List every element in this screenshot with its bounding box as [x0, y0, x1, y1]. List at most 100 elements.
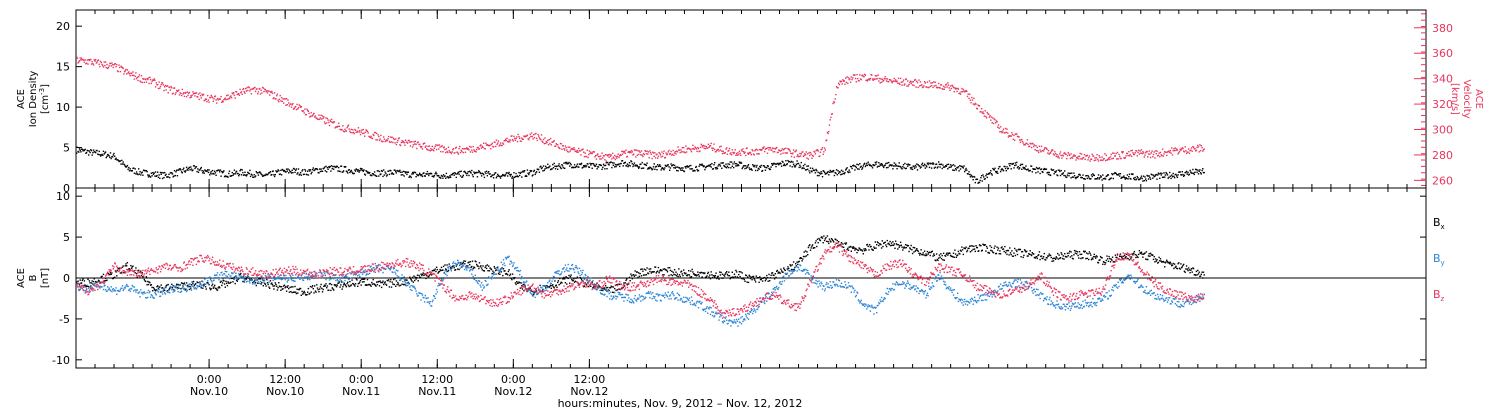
data-point-velocity [407, 142, 409, 144]
data-point-bx [1002, 248, 1005, 250]
data-point-density [159, 171, 162, 174]
data-point-velocity [921, 84, 923, 86]
data-point-velocity [395, 138, 397, 140]
data-point-velocity [416, 147, 418, 150]
data-point-velocity [535, 132, 537, 135]
data-point-bx [913, 251, 915, 253]
data-point-density [395, 170, 397, 173]
data-point-by [128, 289, 130, 291]
data-point-bx [166, 284, 168, 286]
data-point-velocity [568, 151, 570, 153]
data-point-bx [604, 285, 607, 287]
data-point-density [545, 165, 547, 168]
data-point-bx [403, 283, 405, 286]
data-point-bx [490, 268, 492, 270]
data-point-bx [1079, 253, 1081, 256]
data-point-density [130, 170, 133, 172]
data-point-velocity [257, 91, 260, 93]
data-point-density [112, 154, 114, 156]
data-point-velocity [434, 145, 436, 148]
data-point-bx [975, 245, 977, 247]
data-point-density [495, 177, 498, 179]
data-point-velocity [1200, 145, 1202, 147]
data-point-by [100, 286, 102, 288]
data-point-bx [823, 235, 825, 237]
data-point-density [620, 162, 622, 165]
data-point-density [194, 167, 196, 170]
data-point-density [1134, 176, 1136, 179]
data-point-density [685, 167, 687, 169]
data-point-bx [1024, 250, 1026, 252]
data-point-bx [310, 291, 312, 293]
data-point-bx [816, 238, 819, 240]
data-point-density [946, 163, 948, 166]
data-point-density [135, 171, 138, 173]
data-point-density [257, 174, 260, 176]
data-point-velocity [334, 127, 336, 129]
data-point-velocity [573, 147, 575, 149]
data-point-bx [897, 244, 900, 246]
data-point-bx [243, 281, 245, 283]
data-point-density [959, 165, 961, 167]
data-point-velocity [621, 153, 624, 155]
data-point-bx [891, 244, 893, 246]
data-point-density [220, 175, 222, 177]
data-point-bx [915, 249, 917, 251]
data-point-velocity [1201, 146, 1203, 149]
data-point-velocity [447, 151, 449, 154]
data-point-velocity [1111, 158, 1113, 160]
data-point-bx [1054, 257, 1056, 259]
data-point-velocity [762, 147, 764, 149]
data-point-density [1171, 176, 1174, 178]
data-point-velocity [645, 150, 647, 152]
data-point-bx [1100, 257, 1102, 259]
data-point-density [1168, 176, 1170, 178]
data-point-bx [349, 285, 352, 287]
data-point-bx [146, 284, 148, 286]
velocity-tick-label: 360 [1432, 47, 1453, 60]
data-point-velocity [559, 147, 561, 150]
data-point-density [204, 170, 207, 172]
data-point-density [357, 170, 359, 172]
data-point-velocity [668, 149, 670, 152]
data-point-velocity [123, 73, 125, 75]
data-point-velocity [375, 139, 377, 141]
data-point-by [138, 291, 141, 293]
data-point-velocity [514, 137, 516, 140]
data-point-bx [751, 279, 753, 281]
data-point-bx [203, 284, 205, 286]
data-point-bx [221, 284, 223, 287]
data-point-density [1123, 176, 1126, 179]
data-point-bx [1080, 253, 1083, 255]
data-point-bx [358, 282, 360, 284]
data-point-density [997, 168, 1000, 170]
data-point-bx [1135, 254, 1138, 256]
data-point-velocity [597, 153, 599, 155]
data-point-bx [565, 276, 567, 278]
data-point-density [940, 163, 943, 165]
data-point-by [138, 292, 140, 294]
data-point-velocity [976, 108, 979, 110]
data-point-velocity [956, 90, 958, 93]
data-point-bx [433, 269, 436, 272]
data-point-bx [1035, 256, 1037, 258]
data-point-velocity [136, 76, 138, 78]
data-point-velocity [163, 89, 165, 92]
data-point-bx [706, 275, 708, 277]
data-point-bx [898, 246, 900, 248]
data-point-bx [304, 294, 307, 296]
data-point-velocity [341, 129, 343, 131]
data-point-bx [322, 288, 324, 291]
data-point-velocity [949, 89, 951, 91]
data-point-velocity [530, 132, 533, 134]
data-point-bx [1199, 275, 1201, 278]
data-point-bx [181, 282, 183, 285]
data-point-velocity [834, 98, 836, 100]
data-point-bx [88, 280, 91, 282]
data-point-by [86, 284, 88, 287]
data-point-velocity [280, 96, 283, 99]
data-point-bx [262, 285, 264, 287]
data-point-density [85, 151, 88, 154]
data-point-density [302, 169, 304, 171]
data-point-velocity [1159, 151, 1162, 154]
